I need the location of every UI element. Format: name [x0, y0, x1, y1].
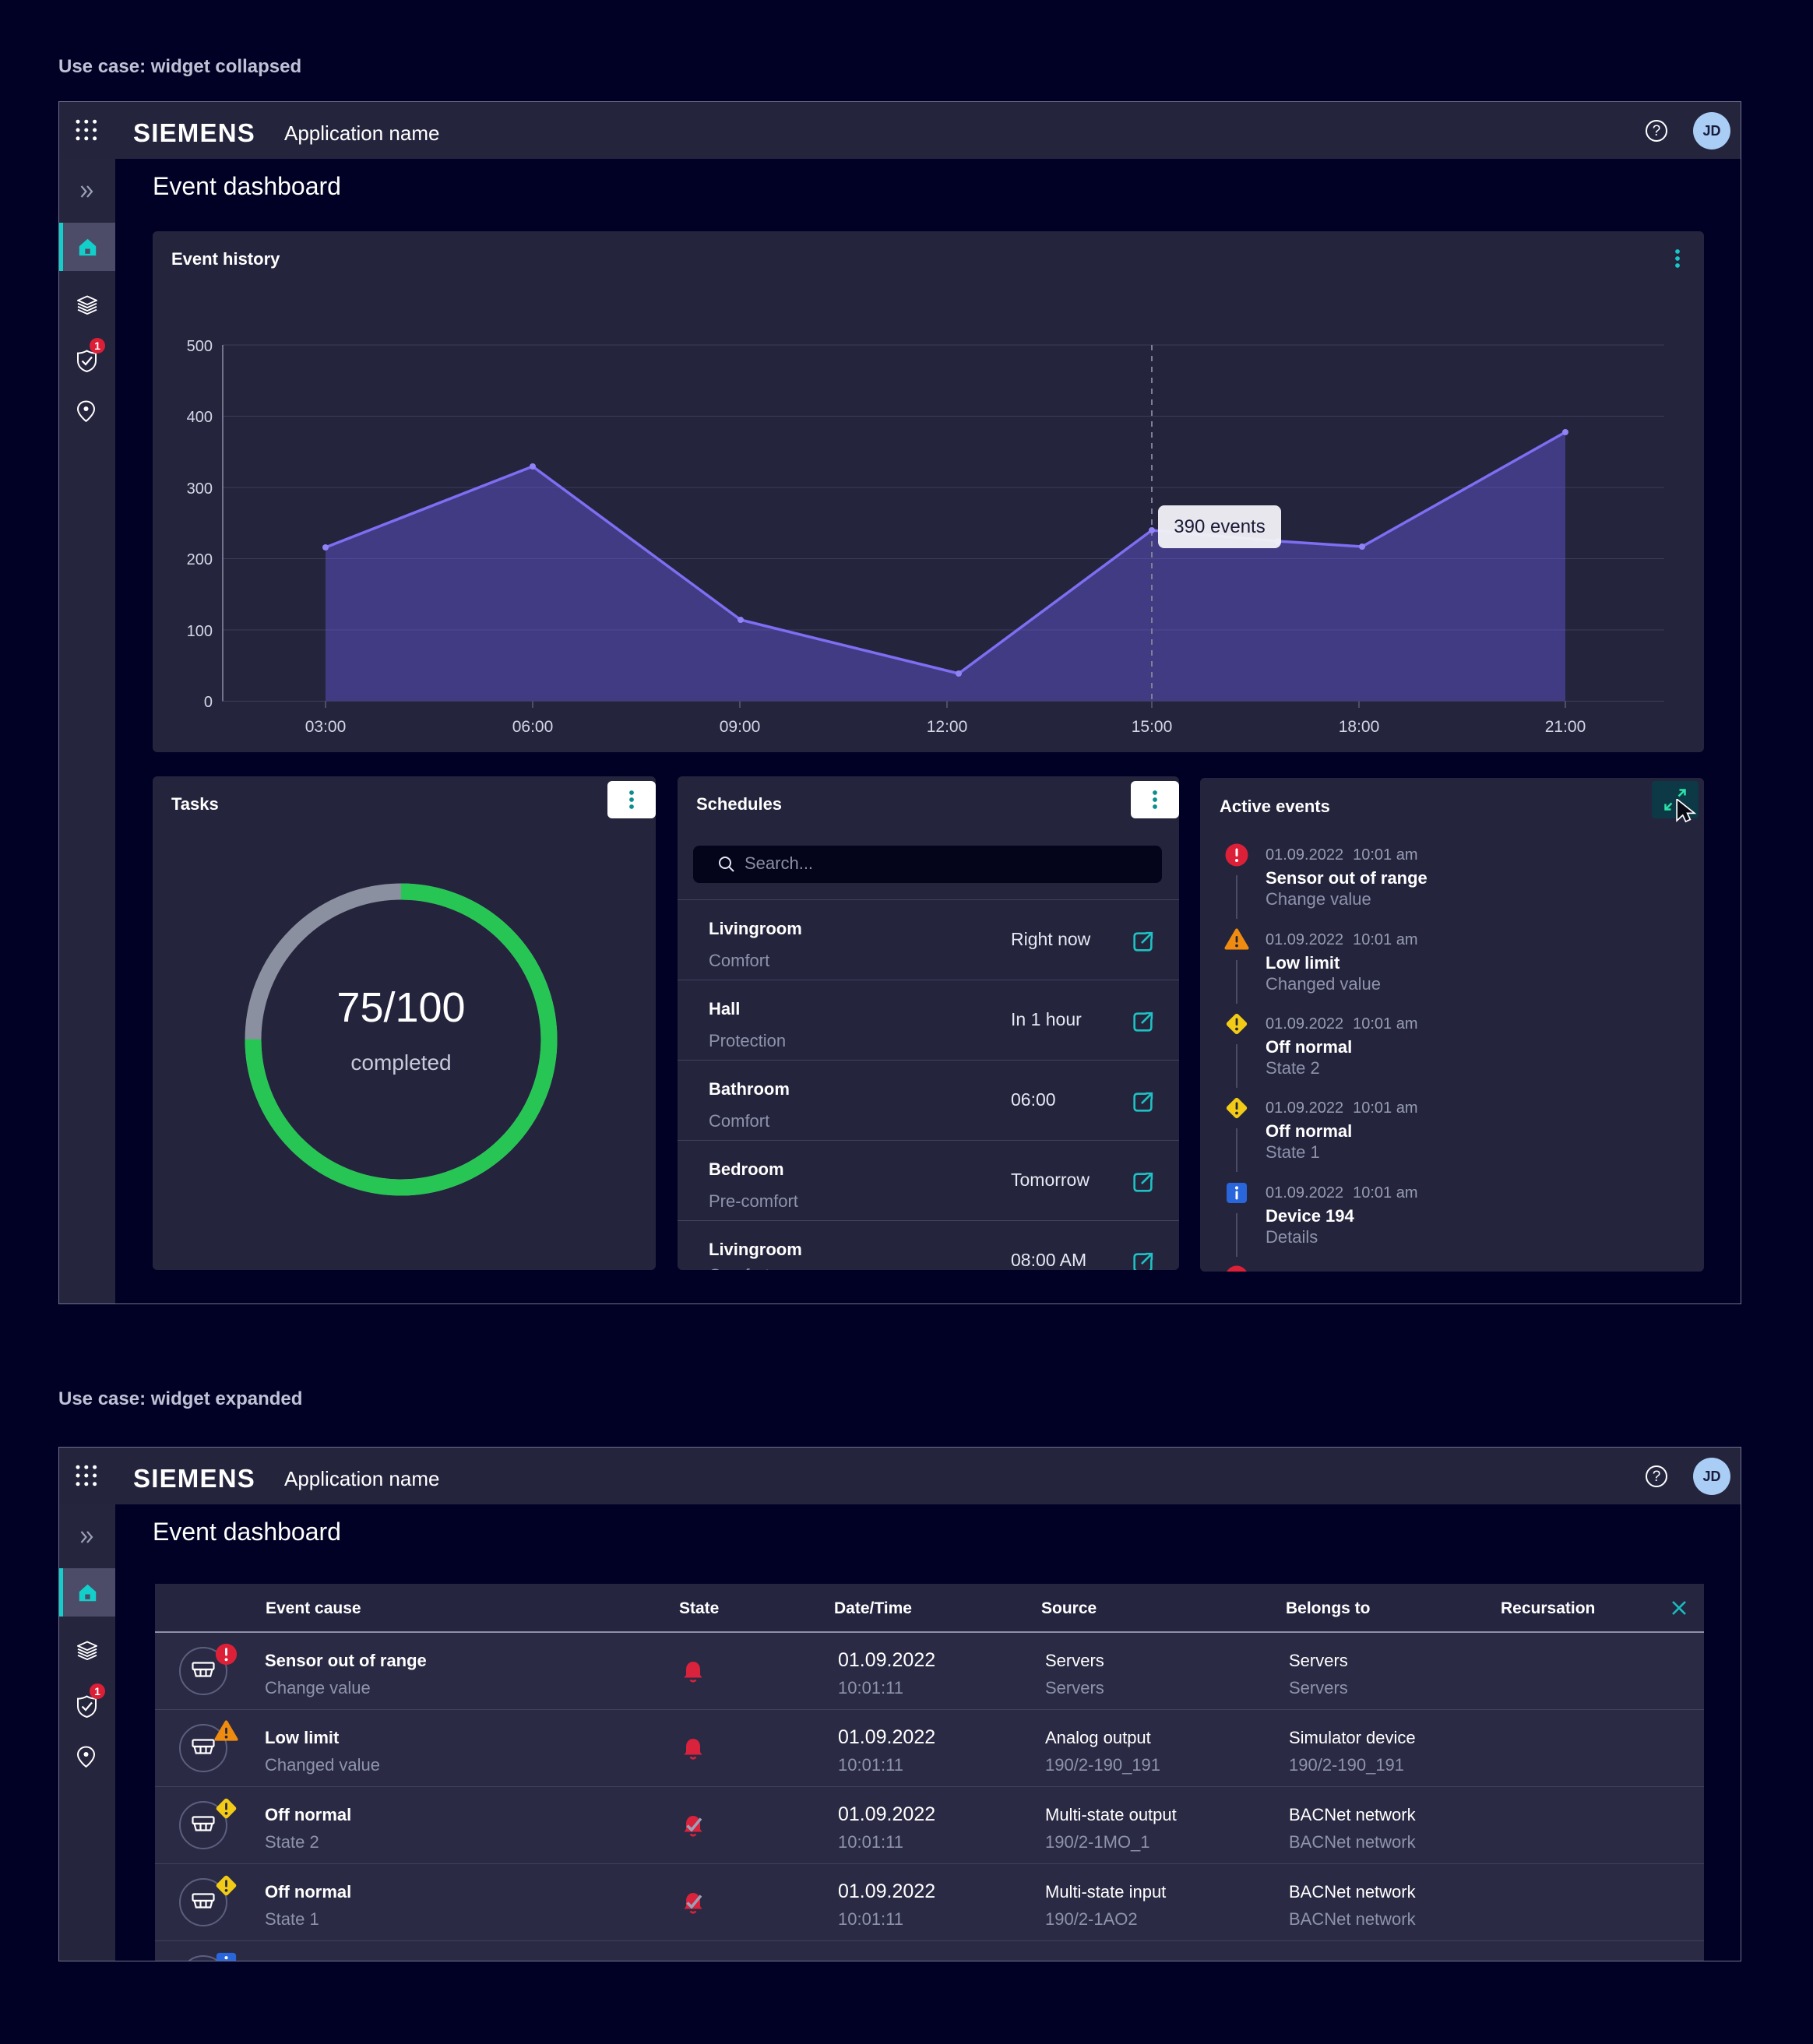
svg-text:200: 200 [187, 551, 213, 568]
svg-text:100: 100 [187, 623, 213, 640]
svg-text:500: 500 [187, 338, 213, 355]
svg-text:15:00: 15:00 [1132, 718, 1173, 736]
svg-text:0: 0 [204, 694, 213, 711]
svg-text:03:00: 03:00 [305, 718, 347, 736]
svg-text:12:00: 12:00 [927, 718, 968, 736]
svg-text:09:00: 09:00 [720, 718, 761, 736]
svg-text:06:00: 06:00 [512, 718, 554, 736]
svg-text:390 events: 390 events [1174, 516, 1265, 537]
svg-text:400: 400 [187, 409, 213, 426]
svg-text:18:00: 18:00 [1339, 718, 1380, 736]
svg-text:300: 300 [187, 480, 213, 498]
svg-text:21:00: 21:00 [1545, 718, 1586, 736]
